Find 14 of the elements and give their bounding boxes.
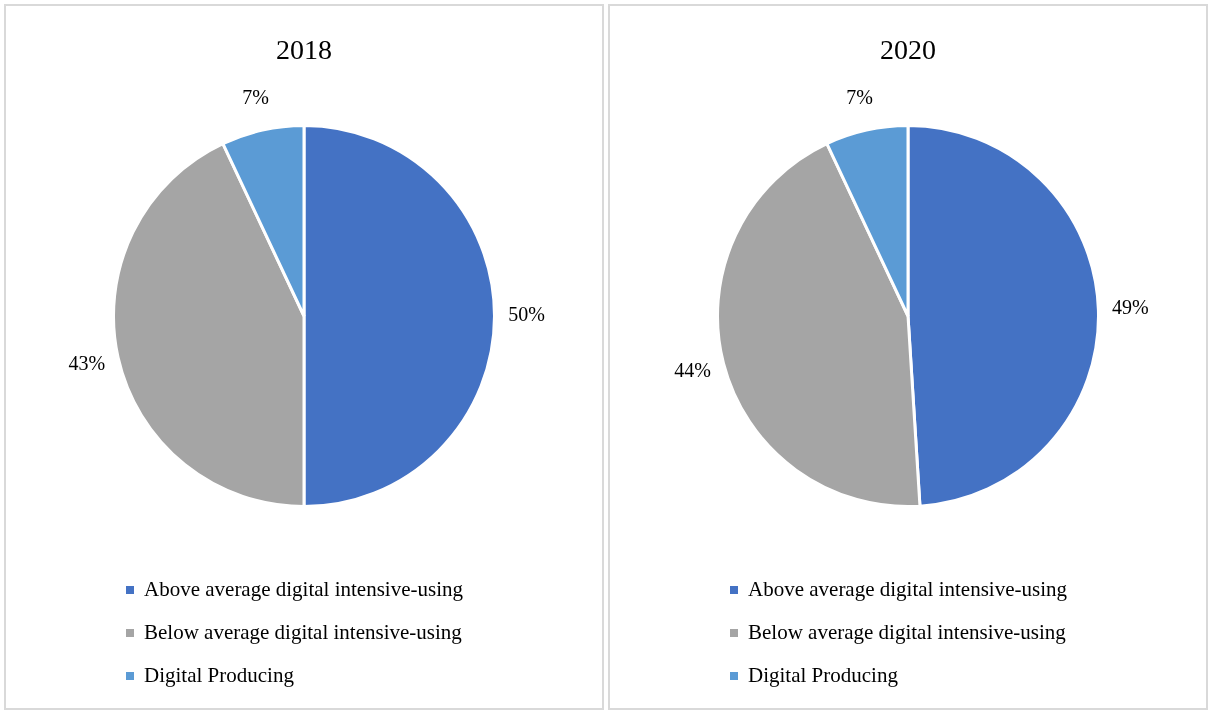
legend-label: Below average digital intensive-using bbox=[748, 620, 1066, 645]
legend-label: Digital Producing bbox=[748, 663, 898, 688]
legend-label: Above average digital intensive-using bbox=[144, 577, 463, 602]
data-label: 7% bbox=[242, 86, 269, 109]
data-label: 44% bbox=[674, 358, 711, 381]
data-label: 7% bbox=[846, 86, 873, 109]
legend-label: Above average digital intensive-using bbox=[748, 577, 1067, 602]
chart-title: 2020 bbox=[879, 34, 937, 67]
data-label: 49% bbox=[1112, 296, 1149, 319]
legend-label: Below average digital intensive-using bbox=[144, 620, 462, 645]
chart-title: 2018 bbox=[275, 34, 333, 67]
legend-label: Digital Producing bbox=[144, 663, 294, 688]
data-label: 50% bbox=[508, 303, 545, 326]
data-label: 43% bbox=[68, 351, 106, 374]
